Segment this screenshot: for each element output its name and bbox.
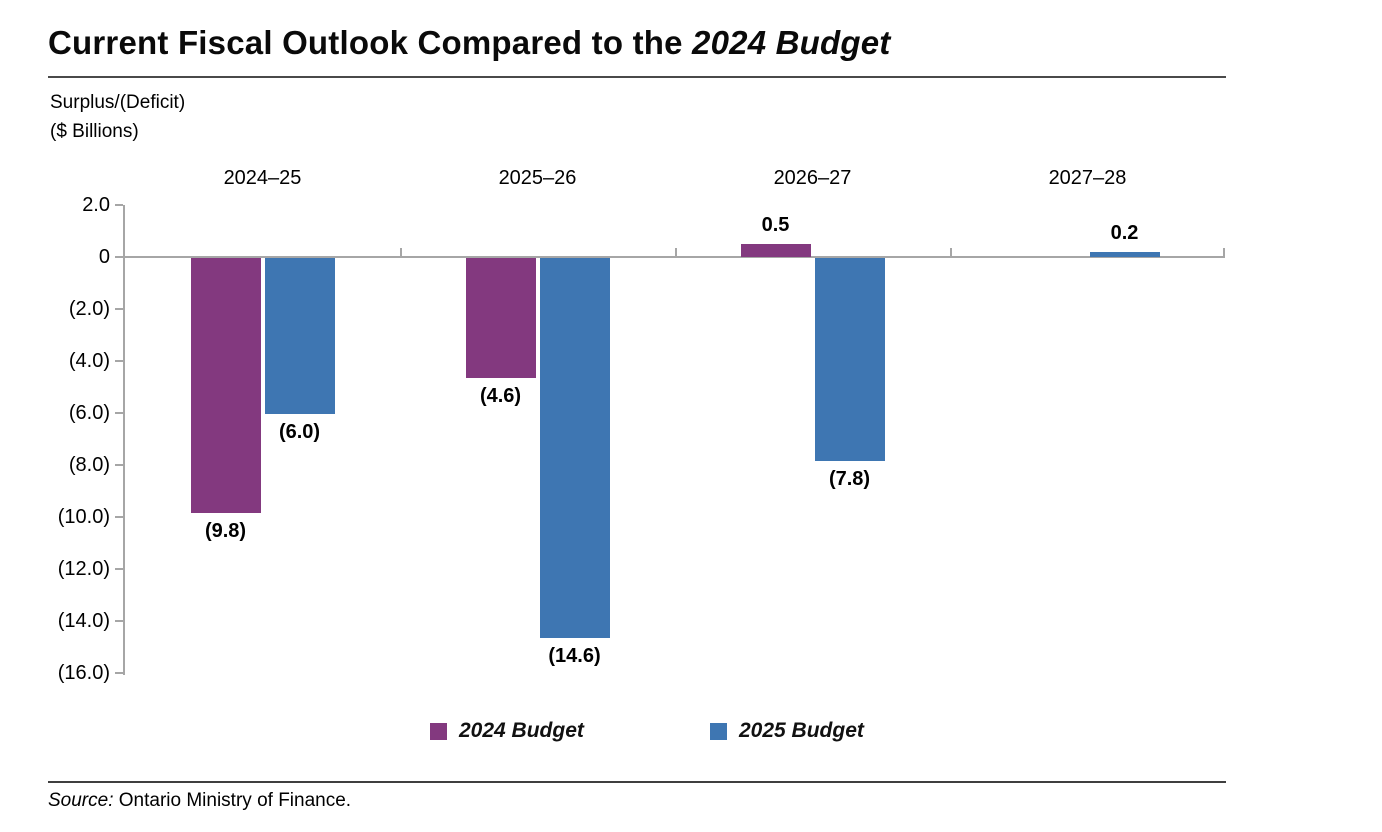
chart-title: Current Fiscal Outlook Compared to the 2…: [48, 24, 890, 62]
y-tick-label: (4.0): [68, 350, 110, 372]
y-axis-tick: [115, 568, 123, 570]
chart-title-italic: 2024 Budget: [692, 24, 891, 61]
y-axis-tick: [115, 360, 123, 362]
category-label: 2025–26: [498, 167, 577, 189]
legend-item-2025-budget: 2025 Budget: [710, 719, 864, 743]
y-axis-tick: [115, 204, 123, 206]
category-label: 2027–28: [1048, 167, 1127, 189]
legend-item-2024-budget: 2024 Budget: [430, 719, 584, 743]
bar-2024-budget: [465, 258, 536, 378]
y-axis-line: [123, 205, 125, 675]
source-prefix: Source:: [48, 790, 114, 811]
x-boundary-tick: [1223, 248, 1225, 256]
y-axis-unit-label: Surplus/(Deficit) ($ Billions): [50, 88, 185, 146]
zero-axis-line: [125, 256, 1225, 258]
y-tick-label: (2.0): [68, 298, 110, 320]
y-tick-label: (6.0): [68, 402, 110, 424]
y-axis-tick: [115, 516, 123, 518]
y-axis-tick: [115, 672, 123, 674]
bar-value-label: (14.6): [548, 645, 601, 667]
bar-value-label: 0.2: [1110, 222, 1139, 244]
y-axis-tick: [115, 620, 123, 622]
y-axis-tick: [115, 256, 123, 258]
legend-label-2024-budget: 2024 Budget: [459, 719, 584, 742]
bar-value-label: (7.8): [828, 468, 871, 490]
bar-value-label: 0.5: [761, 214, 790, 236]
y-tick-label: 2.0: [82, 194, 110, 216]
category-label: 2026–27: [773, 167, 852, 189]
source-text: Source: Ontario Ministry of Finance.: [48, 790, 351, 812]
x-boundary-tick: [950, 248, 952, 256]
legend-label-2025-budget: 2025 Budget: [739, 719, 864, 742]
y-axis-tick: [115, 464, 123, 466]
bar-2025-budget: [539, 258, 610, 638]
bar-value-label: (4.6): [479, 385, 522, 407]
source-divider: [48, 781, 1226, 783]
bar-2025-budget: [264, 258, 335, 414]
y-tick-label: (16.0): [57, 662, 110, 684]
y-tick-label: (12.0): [57, 558, 110, 580]
y-tick-label: (14.0): [57, 610, 110, 632]
y-tick-label: 0: [98, 246, 110, 268]
bar-2024-budget: [740, 244, 811, 257]
title-underline: [48, 76, 1226, 78]
x-boundary-tick: [400, 248, 402, 256]
bar-2024-budget: [190, 258, 261, 513]
bar-2025-budget: [1089, 252, 1160, 257]
legend-swatch-2025-budget: [710, 722, 727, 740]
y-axis-tick: [115, 308, 123, 310]
y-tick-label: (10.0): [57, 506, 110, 528]
y-axis-unit-line2: ($ Billions): [50, 121, 139, 142]
y-axis-tick: [115, 412, 123, 414]
y-tick-label: (8.0): [68, 454, 110, 476]
bar-2025-budget: [814, 258, 885, 461]
bar-value-label: (6.0): [278, 421, 321, 443]
source-body: Ontario Ministry of Finance.: [113, 790, 352, 811]
x-boundary-tick: [675, 248, 677, 256]
plot-area: 2.0 0 (2.0) (4.0) (6.0) (8.0) (10.0) (12.0) (14.…: [58, 167, 1225, 684]
bar-value-label: (9.8): [204, 520, 247, 542]
legend-swatch-2024-budget: [430, 722, 447, 740]
y-axis-unit-line1: Surplus/(Deficit): [50, 92, 186, 113]
category-label: 2024–25: [223, 167, 302, 189]
chart-title-regular: Current Fiscal Outlook Compared to the: [48, 24, 693, 61]
